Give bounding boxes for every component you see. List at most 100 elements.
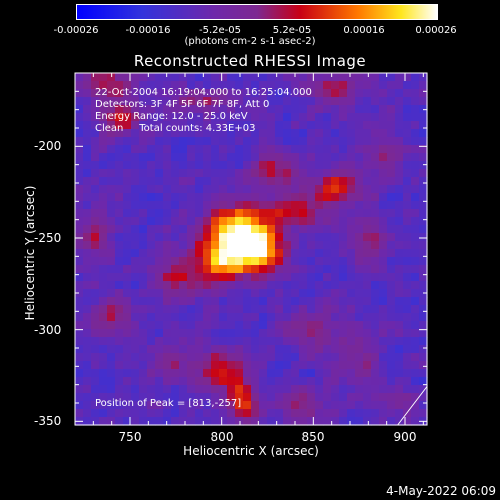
heatmap-cell [123,329,132,338]
heatmap-cell [91,377,100,386]
heatmap-cell [315,177,324,186]
heatmap-cell [219,265,228,274]
heatmap-cell [379,257,388,266]
heatmap-cell [179,281,188,290]
heatmap-cell [203,321,212,330]
heatmap-cell [259,89,268,98]
heatmap-cell [323,185,332,194]
heatmap-cell [315,329,324,338]
heatmap-cell [363,177,372,186]
y-tick-label: -350 [34,414,62,428]
heatmap-cell [283,193,292,202]
heatmap-cell [243,249,252,258]
heatmap-cell [275,233,284,242]
heatmap-cell [163,345,172,354]
limb-line [397,386,428,426]
heatmap-cell [107,257,116,266]
heatmap-cell [171,369,180,378]
heatmap-cell [267,193,276,202]
heatmap-cell [171,257,180,266]
heatmap-cell [155,361,164,370]
heatmap-cell [99,313,108,322]
heatmap-cell [259,121,268,130]
heatmap-cell [131,409,140,418]
heatmap-cell [227,73,236,82]
heatmap-cell [171,233,180,242]
heatmap-cell [315,201,324,210]
heatmap-cell [179,345,188,354]
heatmap-cell [323,353,332,362]
heatmap-cell [235,225,244,234]
heatmap-cell [243,273,252,282]
heatmap-cell [363,345,372,354]
heatmap-cell [411,225,420,234]
heatmap-cell [243,105,252,114]
heatmap-cell [395,393,404,402]
heatmap-cell [379,273,388,282]
heatmap-cell [315,73,324,82]
heatmap-cell [331,241,340,250]
heatmap-cell [307,241,316,250]
heatmap-cell [323,225,332,234]
heatmap-cell [403,313,412,322]
heatmap-cell [363,209,372,218]
heatmap-cell [299,305,308,314]
heatmap-cell [267,121,276,130]
heatmap-cell [211,353,220,362]
heatmap-cell [323,265,332,274]
heatmap-cell [187,313,196,322]
observation-time: 22-Oct-2004 16:19:04.000 to 16:25:04.000 [95,87,312,98]
heatmap-cell [379,345,388,354]
heatmap-cell [411,217,420,226]
heatmap-cell [107,105,116,114]
heatmap-cell [123,377,132,386]
heatmap-cell [355,393,364,402]
heatmap-cell [171,249,180,258]
heatmap-cell [419,329,428,338]
heatmap-cell [403,249,412,258]
heatmap-cell [107,185,116,194]
heatmap-cell [331,89,340,98]
heatmap-cell [299,113,308,122]
heatmap-cell [235,193,244,202]
heatmap-cell [123,289,132,298]
heatmap-cell [307,305,316,314]
heatmap-cell [147,217,156,226]
heatmap-cell [171,137,180,146]
heatmap-cell [323,409,332,418]
heatmap-cell [243,145,252,154]
heatmap-cell [251,329,260,338]
heatmap-cell [323,153,332,162]
heatmap-cell [123,89,132,98]
heatmap-cell [227,409,236,418]
heatmap-cell [291,369,300,378]
heatmap-cell [203,153,212,162]
heatmap-cell [107,329,116,338]
heatmap-cell [195,121,204,130]
heatmap-cell [307,201,316,210]
heatmap-cell [83,289,92,298]
heatmap-cell [235,113,244,122]
heatmap-cell [235,129,244,138]
heatmap-cell [251,225,260,234]
heatmap-cell [315,289,324,298]
heatmap-cell [171,113,180,122]
heatmap-cell [411,377,420,386]
heatmap-cell [411,385,420,394]
x-tick-label: 850 [301,430,325,444]
heatmap-cell [259,129,268,138]
heatmap-cell [163,81,172,90]
heatmap-cell [91,409,100,418]
heatmap-cell [123,201,132,210]
heatmap-cell [115,241,124,250]
heatmap-cell [419,369,428,378]
heatmap-cell [179,153,188,162]
heatmap-cell [299,201,308,210]
heatmap-cell [171,201,180,210]
heatmap-cell [371,377,380,386]
heatmap-cell [99,377,108,386]
heatmap-cell [203,241,212,250]
heatmap-cell [371,81,380,90]
heatmap-cell [267,265,276,274]
heatmap-cell [187,393,196,402]
